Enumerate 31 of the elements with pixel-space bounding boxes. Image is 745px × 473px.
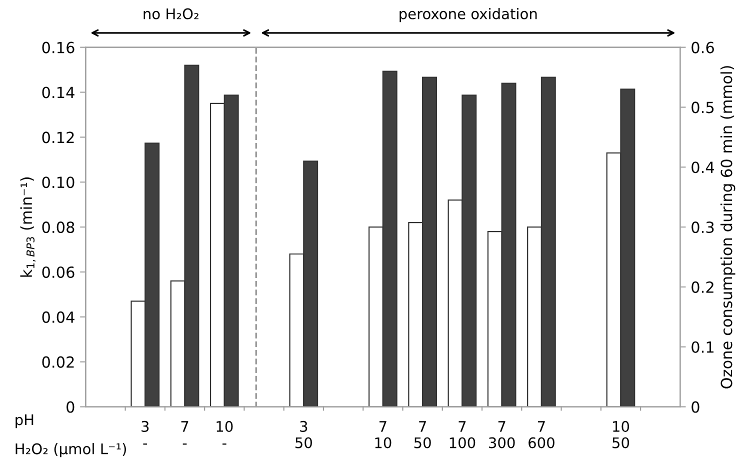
y2-tick-label: 0.6 <box>692 42 714 54</box>
y-tick-label: 0.12 <box>42 132 74 144</box>
x-tick-label: 7 100 <box>450 421 476 448</box>
y-tick-label: 0.16 <box>42 42 74 54</box>
y2-tick-label: 0.5 <box>692 102 714 114</box>
y2-tick-label: 0.1 <box>692 341 714 353</box>
y-tick-label: 0.14 <box>42 86 74 98</box>
y2-tick-label: 0 <box>692 401 700 413</box>
x-tick-label: 10 - <box>216 420 233 445</box>
x-tick-label: 7 10 <box>375 421 392 448</box>
y2-tick-label: 0.4 <box>692 162 714 174</box>
x-tick-label: 10 50 <box>612 420 630 448</box>
y-axis-title: k$_{1,BP3}$ (min⁻¹) <box>20 177 36 277</box>
x-tick-label: 3 - <box>142 420 149 445</box>
x-tick-label: 7 50 <box>414 421 431 448</box>
y-tick-label: 0.02 <box>42 356 74 368</box>
x-tick-label: 7 - <box>181 421 188 445</box>
text: no H₂O₂ <box>144 8 198 20</box>
y-tick-label: 0 <box>66 401 74 413</box>
y-tick-label: 0.10 <box>42 176 74 188</box>
y-tick-label: 0.04 <box>42 311 74 323</box>
y-tick-label: 0.06 <box>42 266 74 278</box>
text: peroxone oxidation <box>400 8 537 22</box>
x-tick-label: 7 600 <box>528 421 554 448</box>
y-tick-label: 0.08 <box>42 222 74 234</box>
y2-tick-label: 0.3 <box>692 222 714 234</box>
y2-axis-title: Ozone consumption during 60 min (mmol) <box>720 66 736 388</box>
x-tick-label: 3 50 <box>296 420 312 448</box>
y2-tick-label: 0.2 <box>692 281 714 293</box>
x-tick-label: 7 300 <box>489 421 515 448</box>
x-axis-title: pH H₂O₂ (μmol L⁻¹) <box>16 414 126 458</box>
